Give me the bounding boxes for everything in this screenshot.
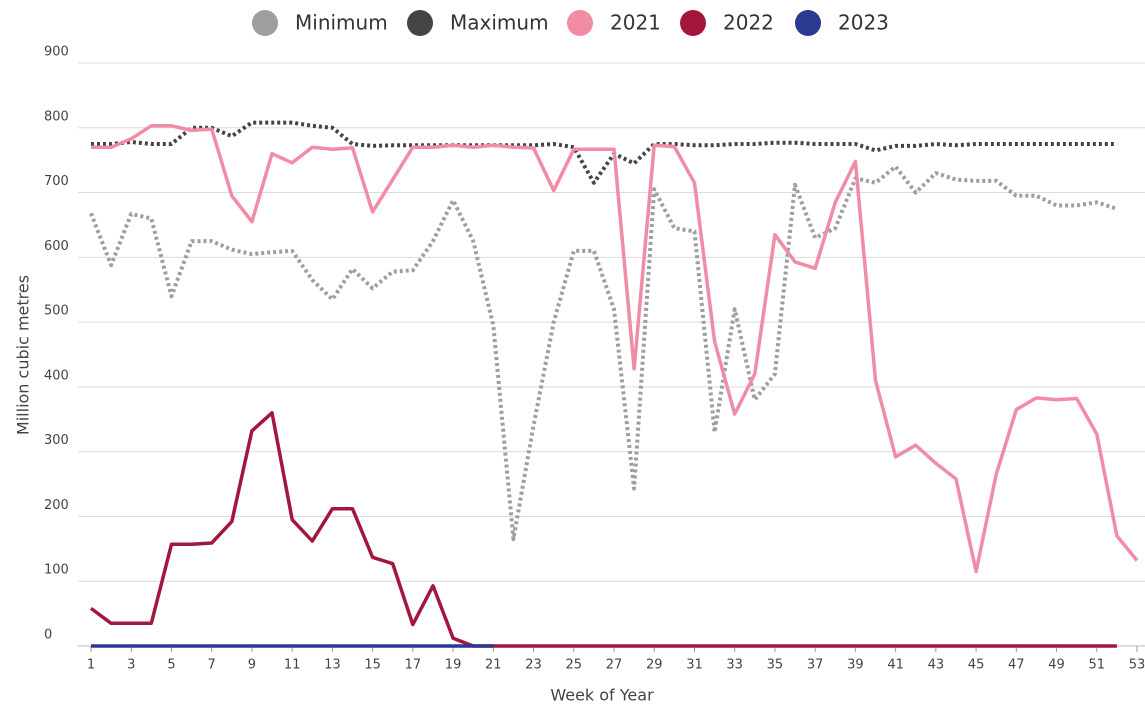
y-tick-label: 700 (44, 174, 69, 189)
x-tick-label: 49 (1048, 658, 1065, 673)
x-tick-label: 1 (87, 658, 95, 673)
legend-marker (407, 10, 433, 36)
x-tick-label: 13 (324, 658, 341, 673)
legend-marker (252, 10, 278, 36)
series-line (89, 411, 1117, 648)
legend-marker (567, 10, 593, 36)
x-tick-label: 11 (284, 658, 301, 673)
legend-label: 2023 (838, 11, 889, 35)
x-tick-label: 43 (928, 658, 945, 673)
series-line (89, 164, 1118, 542)
x-tick-label: 3 (127, 658, 135, 673)
x-tick-label: 51 (1088, 658, 1105, 673)
x-tick-label: 41 (887, 658, 904, 673)
legend-marker (680, 10, 706, 36)
series-line (91, 124, 1139, 574)
y-tick-label: 500 (44, 304, 69, 319)
x-tick-label: 7 (208, 658, 216, 673)
x-tick-label: 9 (248, 658, 256, 673)
legend-label: Maximum (450, 11, 549, 35)
y-tick-label: 900 (44, 45, 69, 60)
x-axis-title: Week of Year (550, 686, 654, 705)
x-tick-label: 21 (485, 658, 502, 673)
y-tick-label: 400 (44, 368, 69, 383)
x-tick-label: 25 (565, 658, 582, 673)
x-tick-label: 37 (807, 658, 824, 673)
legend-marker (795, 10, 821, 36)
y-tick-label: 0 (44, 628, 52, 643)
x-tick-label: 17 (405, 658, 422, 673)
x-tick-label: 47 (1008, 658, 1025, 673)
legend-label: 2021 (610, 11, 661, 35)
x-tick-label: 5 (167, 658, 175, 673)
y-tick-label: 200 (44, 498, 69, 513)
x-tick-label: 19 (445, 658, 462, 673)
series-line (91, 120, 1117, 185)
y-tick-label: 300 (44, 433, 69, 448)
legend-label: Minimum (295, 11, 388, 35)
x-tick-label: 35 (767, 658, 784, 673)
x-tick-label: 33 (726, 658, 743, 673)
x-tick-label: 53 (1129, 658, 1145, 673)
legend-label: 2022 (723, 11, 774, 35)
y-axis-title: Million cubic metres (14, 275, 33, 435)
x-tick-label: 45 (968, 658, 985, 673)
y-tick-label: 100 (44, 563, 69, 578)
x-tick-label: 31 (686, 658, 703, 673)
x-tick-label: 39 (847, 658, 864, 673)
x-tick-label: 27 (606, 658, 623, 673)
x-tick-label: 15 (364, 658, 381, 673)
x-tick-label: 29 (646, 658, 663, 673)
y-tick-label: 800 (44, 109, 69, 124)
x-tick-label: 23 (525, 658, 542, 673)
y-tick-label: 600 (44, 239, 69, 254)
